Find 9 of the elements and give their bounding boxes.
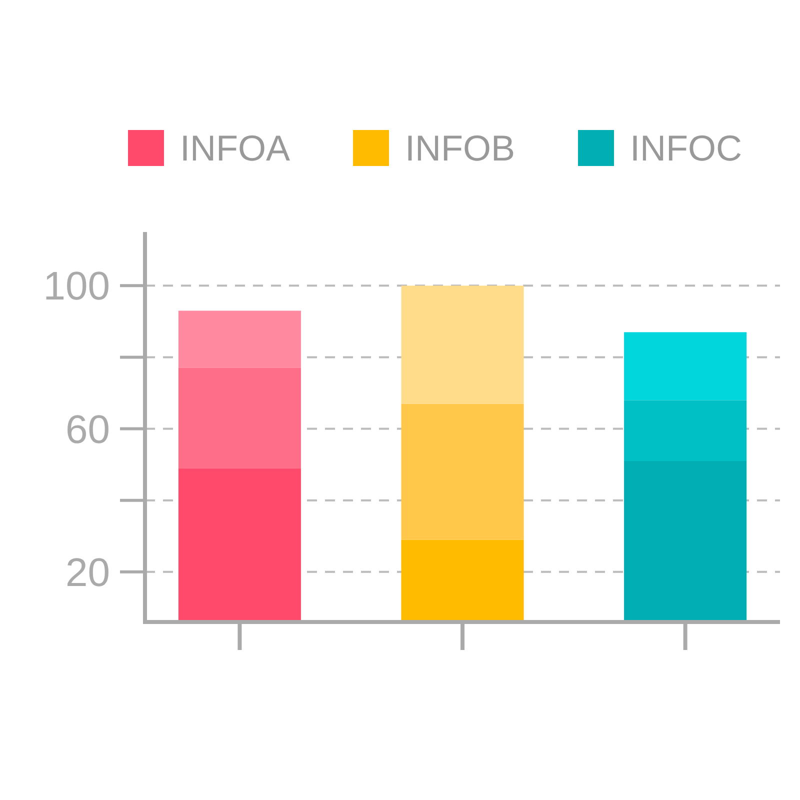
y-tick-label: 20 bbox=[66, 550, 110, 595]
bar bbox=[401, 286, 524, 404]
y-tick-label: 100 bbox=[43, 264, 110, 309]
bar bbox=[178, 310, 301, 368]
y-tick-label: 60 bbox=[66, 408, 110, 452]
legend-label: INFOA bbox=[180, 128, 290, 169]
legend-label: INFOB bbox=[405, 128, 516, 169]
bar bbox=[624, 332, 747, 400]
legend-label: INFOC bbox=[630, 128, 742, 169]
